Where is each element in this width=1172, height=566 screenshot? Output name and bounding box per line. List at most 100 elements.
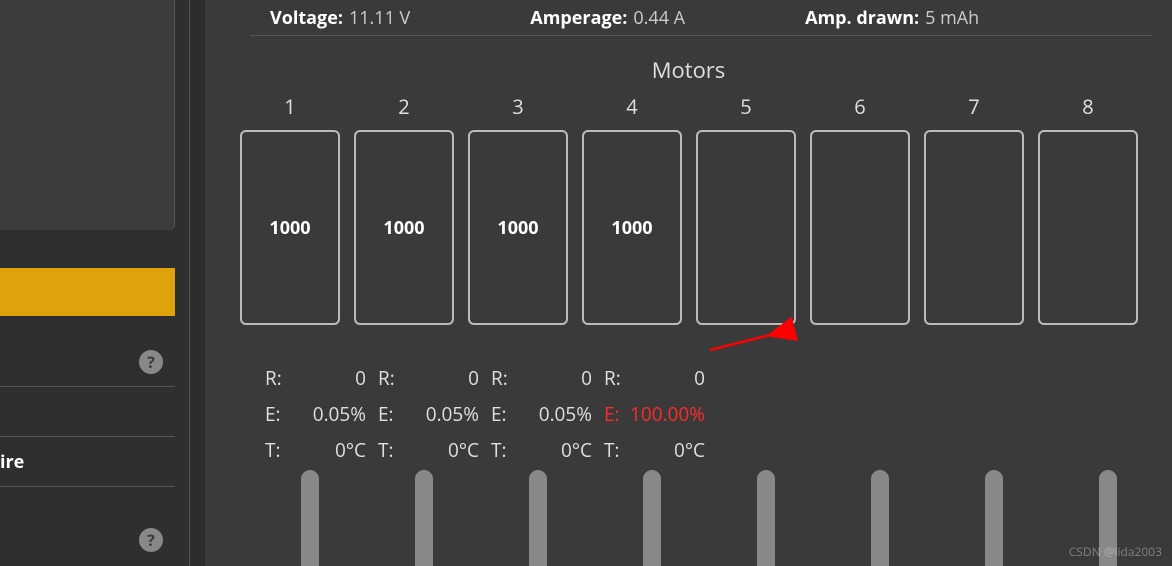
motor-slider[interactable] — [757, 470, 775, 566]
slider-column — [488, 470, 588, 566]
metric-key: R: — [378, 365, 404, 391]
metric-value: 100.00% — [630, 401, 717, 427]
motor-column: 4 1000 — [582, 93, 682, 325]
stat-ampdrawn: Amp. drawn: 5 mAh — [805, 6, 979, 30]
help-icon[interactable]: ? — [139, 528, 163, 552]
motor-column: 1 1000 — [240, 93, 340, 325]
metric-value: 0.05% — [291, 401, 378, 427]
slider-column — [260, 470, 360, 566]
metric-value: 0 — [291, 365, 378, 391]
metric-value: 0 — [404, 365, 491, 391]
motor-box[interactable] — [810, 130, 910, 325]
motor-number: 8 — [1082, 93, 1093, 120]
motor-number: 1 — [284, 93, 295, 120]
metric-cell: E:0.05% — [491, 401, 604, 427]
metric-key: E: — [378, 401, 404, 427]
slider-column — [602, 470, 702, 566]
sidebar-item-1[interactable]: ? — [0, 337, 175, 387]
motor-slider[interactable] — [415, 470, 433, 566]
motor-box[interactable]: 1000 — [468, 130, 568, 325]
metric-value: 0°C — [291, 437, 378, 463]
voltage-label: Voltage: — [270, 6, 343, 30]
metric-cell: T:0°C — [491, 437, 604, 463]
motor-box[interactable] — [696, 130, 796, 325]
motor-slider[interactable] — [529, 470, 547, 566]
motor-slider[interactable] — [301, 470, 319, 566]
metric-cell: E:100.00% — [604, 401, 717, 427]
motor-column: 3 1000 — [468, 93, 568, 325]
motor-column: 7 — [924, 93, 1024, 325]
slider-column — [830, 470, 930, 566]
motors-area: Motors 110002100031000410005678 R:0R:0R:… — [225, 55, 1152, 325]
sidebar-item-label: ire — [0, 450, 24, 474]
metric-cell: T:0°C — [604, 437, 717, 463]
motor-box[interactable] — [924, 130, 1024, 325]
metric-key: T: — [491, 437, 517, 463]
metrics-row: E:0.05%E:0.05%E:0.05%E:100.00% — [265, 396, 717, 432]
motors-title: Motors — [225, 55, 1152, 85]
metric-key: T: — [604, 437, 630, 463]
metric-cell: E:0.05% — [378, 401, 491, 427]
metric-cell: R:0 — [604, 365, 717, 391]
metric-cell: R:0 — [265, 365, 378, 391]
amperage-label: Amperage: — [530, 6, 627, 30]
sidebar-active-highlight[interactable] — [0, 268, 175, 316]
metric-key: E: — [491, 401, 517, 427]
metric-value: 0°C — [630, 437, 717, 463]
stats-bar: Voltage: 11.11 V Amperage: 0.44 A Amp. d… — [250, 0, 1152, 36]
motor-box[interactable] — [1038, 130, 1138, 325]
metrics-row: T:0°CT:0°CT:0°CT:0°C — [265, 432, 717, 468]
metric-cell: R:0 — [378, 365, 491, 391]
sidebar-item-3[interactable]: ire — [0, 437, 175, 487]
slider-column — [944, 470, 1044, 566]
motor-number: 3 — [512, 93, 523, 120]
slider-row — [260, 470, 1158, 566]
motor-number: 5 — [740, 93, 751, 120]
voltage-value: 11.11 V — [349, 6, 410, 30]
slider-column — [716, 470, 816, 566]
motor-slider[interactable] — [871, 470, 889, 566]
motor-number: 7 — [968, 93, 979, 120]
stat-amperage: Amperage: 0.44 A — [530, 6, 685, 30]
metric-value: 0.05% — [517, 401, 604, 427]
metric-cell: E:0.05% — [265, 401, 378, 427]
motor-slider[interactable] — [985, 470, 1003, 566]
motor-number: 2 — [398, 93, 409, 120]
sidebar: ? ire ? — [0, 0, 190, 566]
metric-key: R: — [604, 365, 630, 391]
motor-column: 8 — [1038, 93, 1138, 325]
ampdrawn-label: Amp. drawn: — [805, 6, 919, 30]
motor-column: 2 1000 — [354, 93, 454, 325]
metrics-table: R:0R:0R:0R:0E:0.05%E:0.05%E:0.05%E:100.0… — [265, 360, 717, 468]
sidebar-upper-panel — [0, 0, 175, 230]
motor-box[interactable]: 1000 — [240, 130, 340, 325]
motor-column: 5 — [696, 93, 796, 325]
metric-cell: T:0°C — [265, 437, 378, 463]
main-panel: Voltage: 11.11 V Amperage: 0.44 A Amp. d… — [205, 0, 1172, 566]
metric-value: 0°C — [404, 437, 491, 463]
slider-column — [374, 470, 474, 566]
watermark: CSDN @lida2003 — [1069, 543, 1162, 560]
metric-cell: R:0 — [491, 365, 604, 391]
motor-slider[interactable] — [643, 470, 661, 566]
motor-box[interactable]: 1000 — [354, 130, 454, 325]
sidebar-item-4[interactable]: ? — [0, 515, 175, 565]
metric-value: 0.05% — [404, 401, 491, 427]
sidebar-item-2[interactable] — [0, 387, 175, 437]
metric-cell: T:0°C — [378, 437, 491, 463]
motor-number: 6 — [854, 93, 865, 120]
motor-row: 1 1000 2 1000 3 1000 4 1000 5 6 7 8 — [225, 93, 1152, 325]
metric-key: E: — [604, 401, 630, 427]
motor-number: 4 — [626, 93, 637, 120]
amperage-value: 0.44 A — [633, 6, 685, 30]
motor-column: 6 — [810, 93, 910, 325]
stat-voltage: Voltage: 11.11 V — [270, 6, 410, 30]
help-icon[interactable]: ? — [139, 350, 163, 374]
metric-key: T: — [378, 437, 404, 463]
ampdrawn-value: 5 mAh — [925, 6, 979, 30]
motor-box[interactable]: 1000 — [582, 130, 682, 325]
metric-key: T: — [265, 437, 291, 463]
metrics-row: R:0R:0R:0R:0 — [265, 360, 717, 396]
metric-key: R: — [265, 365, 291, 391]
metric-value: 0 — [630, 365, 717, 391]
